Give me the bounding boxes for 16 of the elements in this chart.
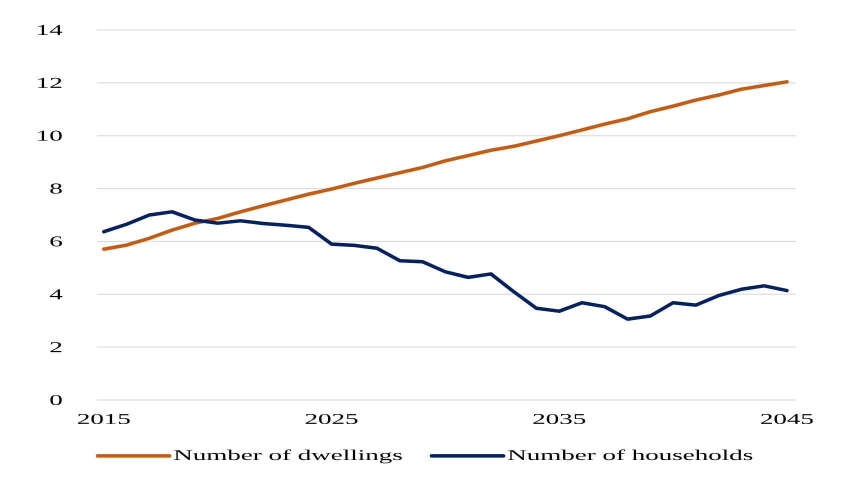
y-tick-label: 4 [50,289,62,300]
y-tick-label: 2 [50,342,62,352]
x-tick-label: 2045 [761,414,813,424]
x-tick-label: 2035 [533,414,586,424]
y-tick-label: 8 [50,184,62,194]
x-tick-label: 2025 [306,414,358,424]
y-tick-label: 12 [38,78,62,88]
line-series [102,80,789,251]
y-tick-label: 14 [38,25,62,35]
x-tick-label: 2015 [78,414,130,424]
y-tick-label: 10 [38,130,62,141]
legend-label: Number of dwellings [174,449,402,464]
line-series [102,210,789,321]
y-tick-label: 6 [50,236,62,246]
y-tick-label: 0 [50,394,62,406]
legend-label: Number of households [508,449,752,460]
